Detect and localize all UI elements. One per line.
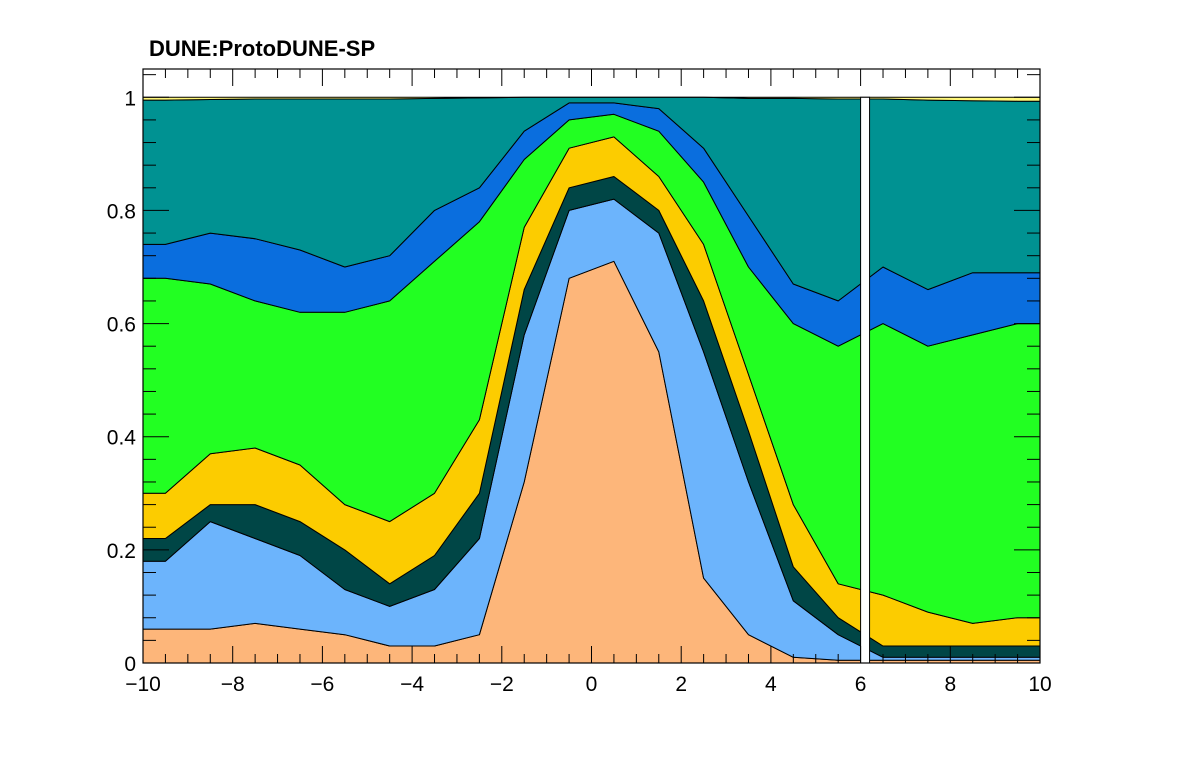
- x-tick-label: 10: [1028, 673, 1051, 696]
- empty-bin-gap: [860, 96, 871, 664]
- x-tick-label: −6: [310, 673, 334, 696]
- x-tick-label: −2: [490, 673, 514, 696]
- y-tick-label: 0.8: [107, 200, 136, 223]
- x-tick-label: 4: [765, 673, 777, 696]
- x-tick-label: 6: [855, 673, 867, 696]
- x-tick-label: −10: [125, 673, 161, 696]
- axis-ticks: [142, 69, 1041, 664]
- axis-tick-labels: −10 −8 −6 −4 −2 0 2 4 6 8 10 0 0.2 0.4 0.6 0.8 1: [107, 87, 1052, 696]
- chart-title: DUNE:ProtoDUNE-SP: [149, 36, 375, 61]
- y-tick-label: 0.4: [107, 427, 137, 450]
- stacked-bands: [142, 96, 1041, 664]
- x-tick-label: −4: [400, 673, 424, 696]
- x-tick-label: 0: [586, 673, 598, 696]
- plot-area: −10 −8 −6 −4 −2 0 2 4 6 8 10 0 0.2 0.4 0.6 0.8 1: [107, 68, 1052, 696]
- y-tick-label: 1: [124, 87, 136, 110]
- y-tick-label: 0.2: [107, 540, 136, 563]
- y-tick-label: 0: [124, 653, 136, 676]
- x-tick-label: 8: [944, 673, 956, 696]
- y-tick-label: 0.6: [107, 314, 136, 337]
- x-tick-label: −8: [221, 673, 245, 696]
- x-tick-label: 2: [675, 673, 687, 696]
